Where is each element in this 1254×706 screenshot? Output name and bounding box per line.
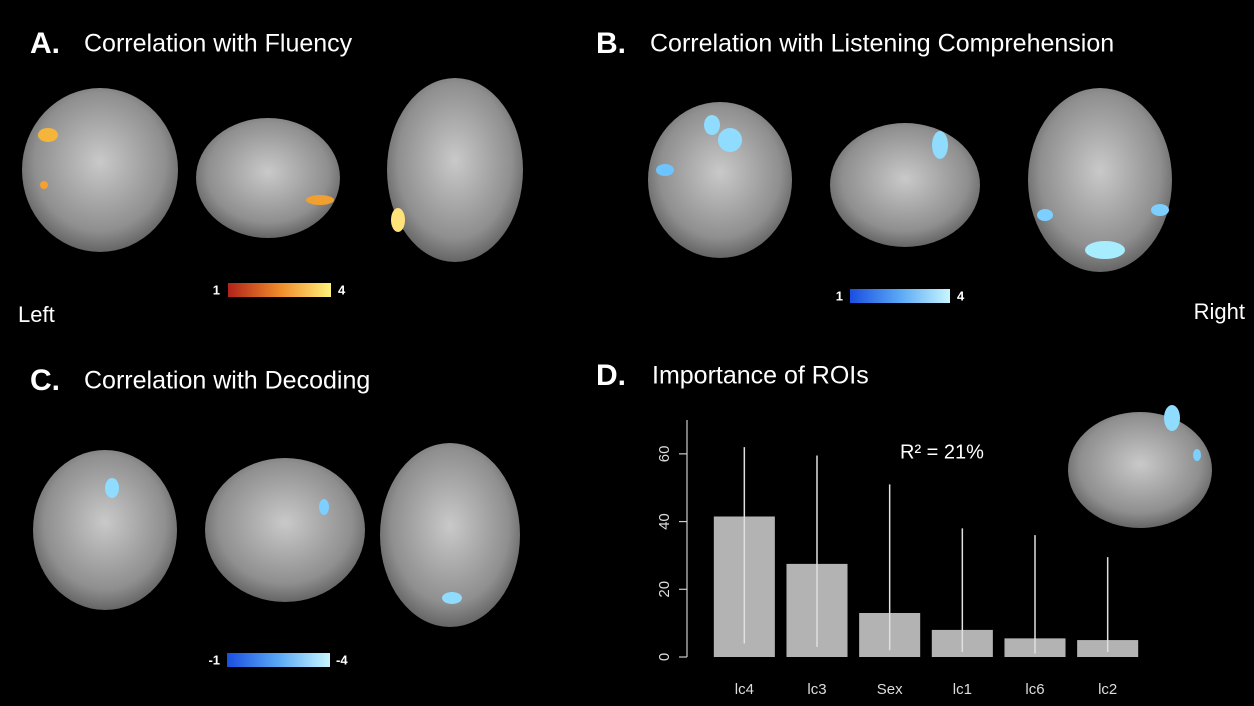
x-tick-label: Sex (877, 681, 903, 698)
x-tick-label: lc4 (735, 681, 754, 698)
y-tick-label: 20 (656, 581, 673, 598)
x-tick-label: lc1 (953, 681, 972, 698)
activation (442, 592, 462, 604)
activation (319, 499, 329, 515)
brain-sagittal (1068, 412, 1212, 528)
panel-letter: A. (30, 27, 60, 60)
y-tick-label: 60 (656, 446, 673, 463)
activation (932, 131, 948, 159)
brain-sagittal (205, 458, 365, 602)
brain-axial (387, 78, 523, 262)
panel-letter: C. (30, 364, 60, 397)
panel-letter: D. (596, 359, 626, 392)
annotation: R² = 21% (900, 441, 984, 463)
activation (1164, 405, 1180, 431)
panel-title: Correlation with Listening Comprehension (650, 30, 1114, 58)
colorbar (227, 653, 330, 667)
side-label: Right (1194, 299, 1245, 324)
panel-title: Correlation with Fluency (84, 30, 353, 58)
y-tick-label: 0 (656, 653, 673, 661)
panel-a: A. Correlation with Fluency 1 4 (22, 27, 523, 297)
activation (718, 128, 742, 152)
panel-b: B. Correlation with Listening Comprehens… (596, 27, 1172, 303)
activation (1085, 241, 1125, 259)
activation (704, 115, 720, 135)
activation (656, 164, 674, 176)
activation (1193, 449, 1201, 461)
panel-c: C. Correlation with Decoding -1 -4 (30, 364, 520, 667)
colorbar-max: -4 (336, 652, 348, 667)
side-label: Left (18, 302, 55, 327)
activation (105, 478, 119, 498)
activation (1151, 204, 1169, 216)
brain-coronal (648, 102, 792, 258)
colorbar (850, 289, 950, 303)
brain-coronal (22, 88, 178, 252)
panel-title: Correlation with Decoding (84, 367, 370, 395)
colorbar-min: 1 (213, 282, 220, 297)
panel-title: Importance of ROIs (652, 362, 869, 390)
brain-sagittal (830, 123, 980, 247)
x-tick-label: lc3 (807, 681, 826, 698)
y-tick-label: 40 (656, 513, 673, 530)
brain-sagittal (196, 118, 340, 238)
brain-axial (1028, 88, 1172, 272)
colorbar-min: -1 (208, 652, 220, 667)
colorbar-max: 4 (957, 288, 965, 303)
x-tick-label: lc2 (1098, 681, 1117, 698)
panel-d: D. Importance of ROIs R² = 21% (596, 359, 1212, 528)
brain-coronal (33, 450, 177, 610)
panel-letter: B. (596, 27, 626, 60)
activation (1037, 209, 1053, 221)
brain-axial (380, 443, 520, 627)
x-tick-label: lc6 (1025, 681, 1044, 698)
activation (40, 181, 48, 189)
activation (391, 208, 405, 232)
colorbar (228, 283, 331, 297)
activation (306, 195, 334, 205)
colorbar-min: 1 (836, 288, 843, 303)
activation (38, 128, 58, 142)
colorbar-max: 4 (338, 282, 346, 297)
